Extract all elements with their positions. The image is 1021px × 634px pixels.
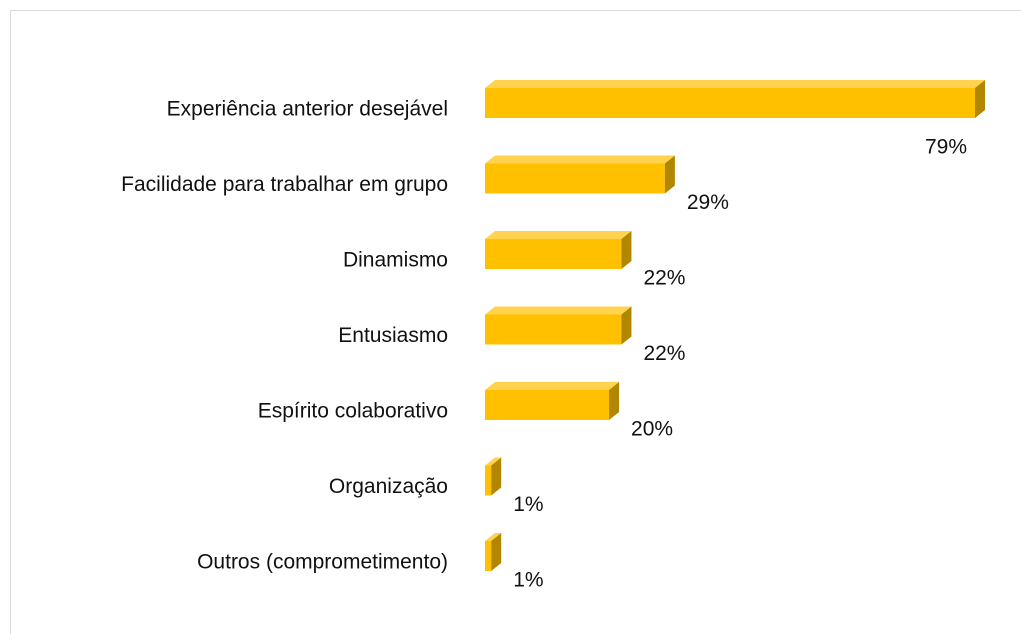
value-label: 22% — [643, 342, 685, 365]
bar-top — [485, 457, 502, 466]
category-label: Entusiasmo — [338, 324, 448, 347]
value-label: 22% — [643, 267, 685, 290]
bar-top — [485, 231, 632, 239]
bar-side — [609, 382, 620, 420]
bar-front — [485, 88, 975, 118]
category-label: Outros (comprometimento) — [197, 551, 448, 574]
bar-top — [485, 306, 632, 315]
bar-front — [485, 541, 492, 571]
bar — [485, 231, 632, 269]
bar — [485, 155, 675, 194]
value-label: 79% — [925, 136, 967, 159]
bar — [485, 533, 502, 571]
bar — [485, 306, 632, 345]
bar-front — [485, 390, 610, 420]
bar — [485, 382, 620, 420]
bar — [485, 457, 502, 496]
category-label: Facilidade para trabalhar em grupo — [121, 173, 448, 196]
bar-top — [485, 382, 620, 390]
bar-side — [664, 155, 675, 194]
bar-side — [621, 306, 632, 345]
bar-top — [485, 80, 985, 88]
bar-front — [485, 239, 622, 269]
category-label: Organização — [329, 475, 448, 498]
value-label: 1% — [513, 569, 543, 592]
category-label: Dinamismo — [343, 249, 448, 272]
bar-front — [485, 465, 492, 496]
chart-border — [10, 10, 1021, 634]
value-label: 29% — [687, 191, 729, 214]
bar-side — [491, 533, 502, 571]
bar-top — [485, 155, 675, 164]
bar-side — [975, 80, 985, 118]
value-label: 1% — [513, 493, 543, 516]
bar-front — [485, 163, 665, 194]
bar-top — [485, 533, 502, 541]
bar-front — [485, 314, 622, 345]
category-label: Experiência anterior desejável — [167, 98, 448, 121]
bar-side — [621, 231, 632, 269]
category-label: Espírito colaborativo — [258, 400, 448, 423]
value-label: 20% — [631, 418, 673, 441]
bar — [485, 80, 985, 118]
bar-side — [491, 457, 502, 496]
